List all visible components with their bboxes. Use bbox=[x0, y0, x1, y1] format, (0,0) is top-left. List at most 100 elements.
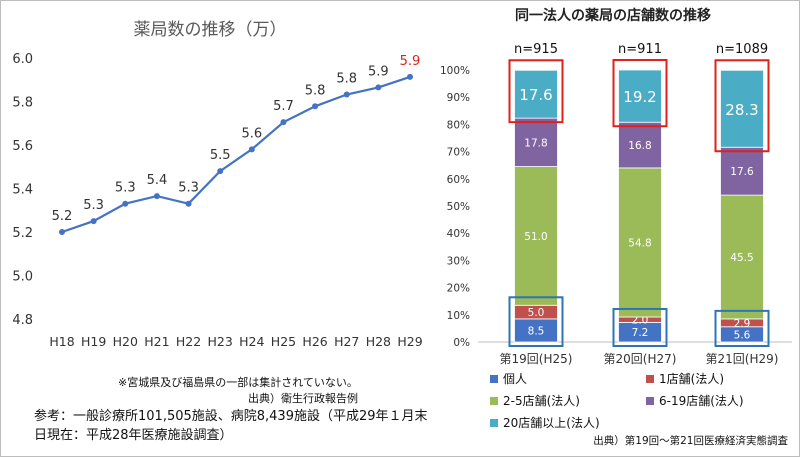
bar-value-label: 7.2 bbox=[632, 327, 649, 339]
line-data-label: 5.2 bbox=[52, 209, 73, 224]
blue-highlight-box bbox=[714, 309, 770, 348]
n-label: n=1089 bbox=[716, 42, 768, 57]
x-tick-label: H28 bbox=[366, 334, 391, 349]
y-tick-label: 20% bbox=[447, 283, 470, 295]
bar-value-label: 2.0 bbox=[632, 315, 649, 327]
legend-label: 6-19店舗(法人) bbox=[659, 394, 744, 408]
left-footnote: ※宮城県及び福島県の一部は集計されていない。 bbox=[118, 376, 358, 389]
line-data-label: 5.8 bbox=[336, 72, 357, 87]
x-tick-label: H23 bbox=[208, 334, 233, 349]
x-tick-label: 第21回(H29) bbox=[706, 352, 779, 366]
bar-value-label: 17.6 bbox=[519, 86, 552, 104]
y-tick-label: 4.8 bbox=[12, 313, 33, 328]
y-tick-label: 5.8 bbox=[12, 96, 33, 111]
legend-label: 2-5店舗(法人) bbox=[503, 394, 580, 408]
x-tick-label: H19 bbox=[81, 334, 106, 349]
bar-chart-title: 同一法人の薬局の店舗数の推移 bbox=[515, 7, 711, 24]
bar-value-label: 28.3 bbox=[725, 101, 758, 119]
red-highlight-box bbox=[714, 59, 770, 153]
y-tick-label: 30% bbox=[447, 255, 470, 267]
x-tick-label: H20 bbox=[113, 334, 138, 349]
x-tick-label: H18 bbox=[49, 334, 74, 349]
legend-swatch bbox=[646, 375, 654, 383]
line-data-label: 5.5 bbox=[210, 148, 231, 163]
bar-value-label: 17.8 bbox=[524, 137, 547, 149]
line-series bbox=[61, 75, 411, 234]
bar-value-label: 45.5 bbox=[730, 252, 753, 264]
bar-value-label: 51.0 bbox=[524, 231, 547, 243]
line-point bbox=[59, 229, 65, 235]
left-source: 出典）衛生行政報告例 bbox=[248, 392, 358, 405]
highlight-boxes bbox=[508, 59, 770, 348]
legend-swatch bbox=[490, 419, 498, 427]
line-data-label: 5.3 bbox=[83, 198, 104, 213]
right-source: 出典）第19回～第21回医療経済実態調査 bbox=[593, 434, 788, 447]
red-highlight-box bbox=[508, 59, 564, 124]
line-point bbox=[153, 193, 160, 200]
stacked-bar-chart: 同一法人の薬局の店舗数の推移 0% 10% 20% 30% 40% 50% 60% 70% 80… bbox=[440, 7, 792, 447]
y-tick-label: 10% bbox=[447, 310, 470, 322]
n-label: n=911 bbox=[618, 42, 662, 57]
y-tick-label: 5.0 bbox=[12, 270, 33, 285]
bar-value-label: 54.8 bbox=[628, 237, 651, 249]
bar-chart-bars: 8.55.051.017.817.67.22.054.816.819.25.62… bbox=[514, 69, 764, 343]
n-label: n=915 bbox=[514, 42, 558, 57]
bar-segment bbox=[720, 69, 764, 148]
bar-value-label: 17.6 bbox=[730, 166, 754, 178]
bar-segment bbox=[514, 117, 558, 167]
bar-value-label: 19.2 bbox=[623, 88, 656, 106]
x-tick-label: H22 bbox=[176, 334, 201, 349]
y-tick-label: 5.2 bbox=[12, 226, 33, 241]
line-points bbox=[59, 73, 413, 235]
line-data-label: 5.9 bbox=[368, 64, 389, 79]
bar-segment bbox=[514, 69, 558, 119]
line-chart: 薬局数の推移（万） 4.8 5.0 5.2 5.4 5.6 5.8 6.0 H18 H19 H2… bbox=[12, 20, 422, 349]
y-tick-label: 60% bbox=[447, 174, 470, 186]
line-data-label: 5.6 bbox=[241, 126, 262, 141]
y-tick-label: 100% bbox=[440, 65, 470, 77]
bar-value-label: 5.0 bbox=[528, 307, 545, 319]
y-tick-label: 50% bbox=[447, 201, 470, 213]
blue-highlight-box bbox=[612, 307, 668, 348]
reference-note-line1: 参考：一般診療所101,505施設、病院8,439施設（平成29年１月末 bbox=[34, 409, 428, 424]
legend-swatch bbox=[490, 397, 498, 405]
line-point bbox=[280, 119, 287, 126]
line-point bbox=[185, 200, 192, 207]
line-point bbox=[217, 168, 224, 175]
legend-label: 個人 bbox=[503, 372, 527, 386]
bar-value-label: 5.6 bbox=[734, 329, 751, 341]
red-highlight-box bbox=[612, 59, 668, 128]
line-data-label: 5.3 bbox=[178, 181, 199, 196]
bar-segment bbox=[618, 69, 662, 123]
y-tick-label: 0% bbox=[453, 337, 470, 349]
bar-value-label: 2.9 bbox=[734, 318, 751, 330]
line-data-label: 5.9 bbox=[400, 54, 421, 69]
line-point bbox=[312, 103, 319, 110]
line-data-labels: 5.2 5.3 5.3 5.4 5.3 5.5 5.6 5.7 5.8 5.8 5.9 5.9 bbox=[52, 54, 421, 224]
x-tick-label: H21 bbox=[144, 334, 169, 349]
line-data-label: 5.4 bbox=[147, 173, 168, 188]
line-chart-title: 薬局数の推移（万） bbox=[134, 20, 287, 40]
blue-highlight-box bbox=[508, 296, 564, 347]
legend-swatch bbox=[490, 375, 498, 383]
y-tick-label: 40% bbox=[447, 228, 470, 240]
line-chart-y-axis: 4.8 5.0 5.2 5.4 5.6 5.8 6.0 bbox=[12, 52, 33, 328]
bar-chart-n-labels: n=915 n=911 n=1089 bbox=[514, 42, 768, 57]
x-tick-label: H24 bbox=[239, 334, 264, 349]
y-tick-label: 90% bbox=[447, 92, 470, 104]
x-tick-label: 第19回(H25) bbox=[500, 352, 573, 366]
line-data-label: 5.7 bbox=[273, 99, 294, 114]
legend-swatch bbox=[646, 397, 654, 405]
bar-chart-y-axis: 0% 10% 20% 30% 40% 50% 60% 70% 80% 90% 100% bbox=[440, 65, 792, 349]
y-tick-label: 5.6 bbox=[12, 139, 33, 154]
bar-value-label: 8.5 bbox=[528, 325, 545, 337]
line-point bbox=[248, 146, 255, 153]
line-data-label: 5.3 bbox=[115, 181, 136, 196]
y-tick-label: 6.0 bbox=[12, 52, 33, 67]
line-point bbox=[375, 84, 382, 91]
line-point bbox=[407, 73, 413, 80]
line-chart-x-axis: H18 H19 H20 H21 H22 H23 H24 H25 H26 H27 H28 H29 bbox=[49, 334, 422, 349]
x-tick-label: H26 bbox=[302, 334, 327, 349]
legend-label: 20店舗以上(法人) bbox=[503, 416, 600, 430]
line-point bbox=[122, 200, 129, 207]
